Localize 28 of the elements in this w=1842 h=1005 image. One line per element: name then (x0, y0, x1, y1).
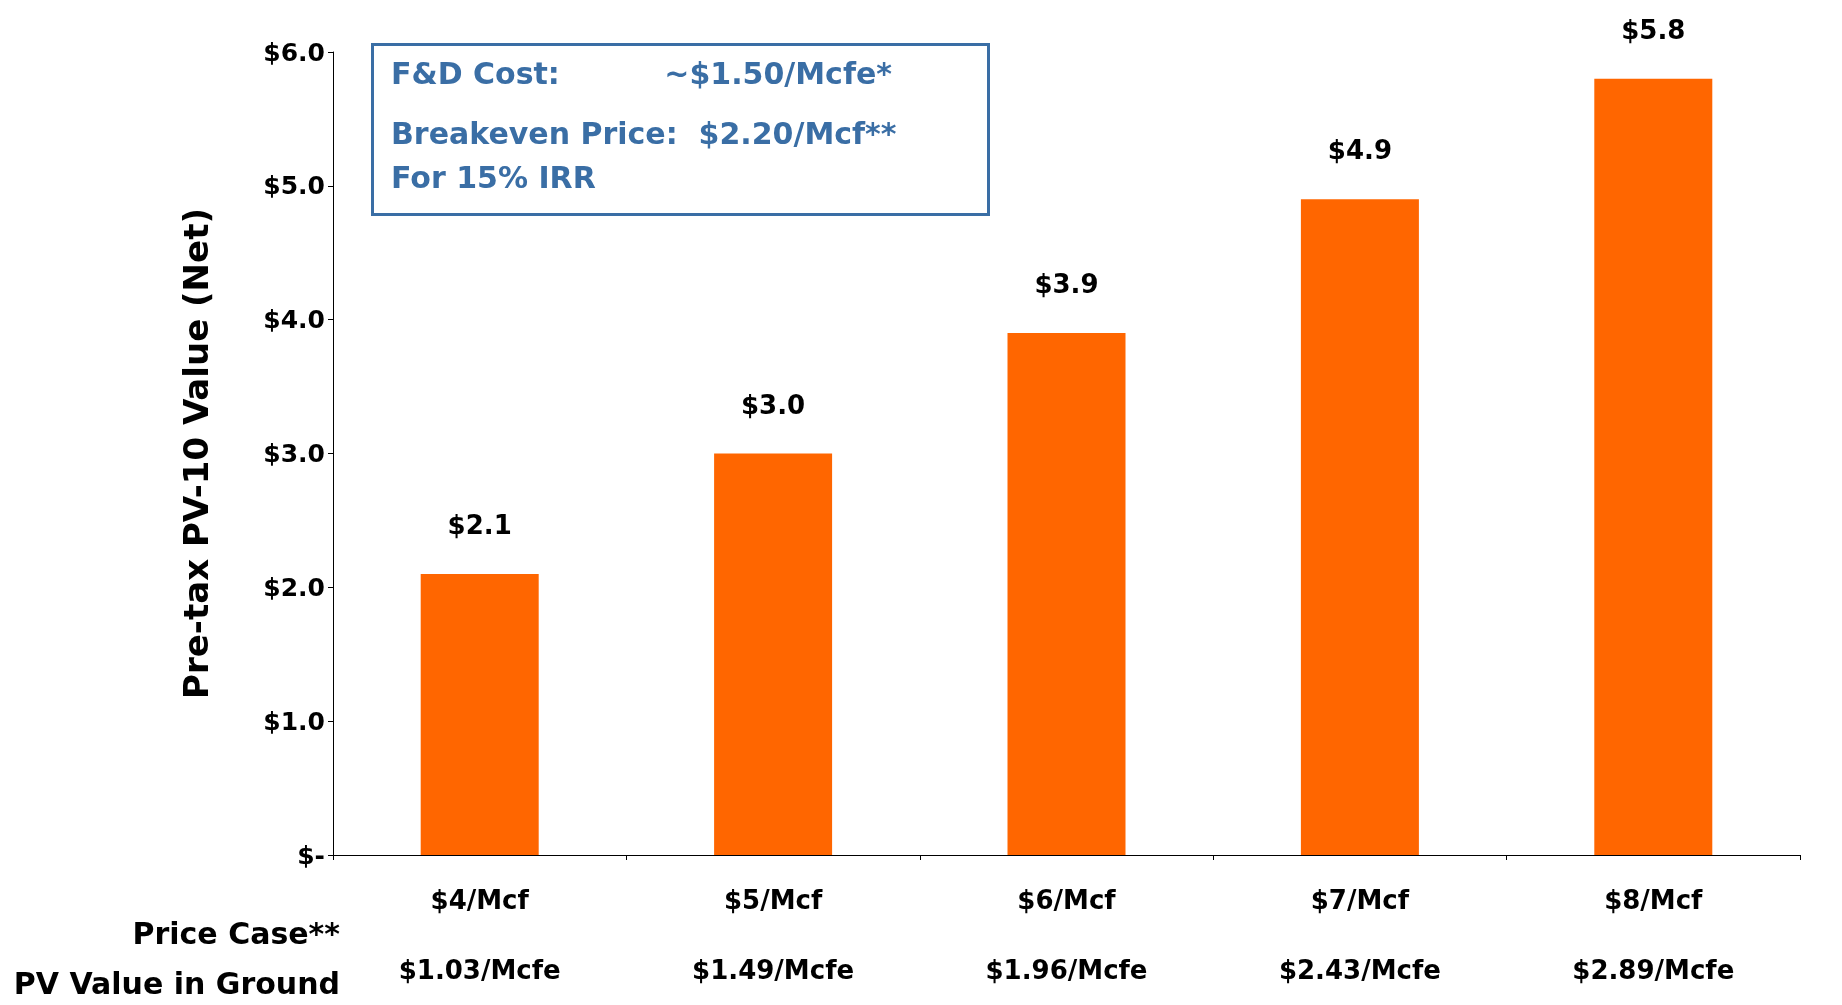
bar (420, 573, 539, 855)
data-label: $3.9 (1034, 269, 1099, 300)
data-label: $5.8 (1621, 14, 1686, 45)
y-tick-label: $3.0 (263, 439, 325, 468)
category-label: $7/Mcf $2.43/Mcfe (1278, 885, 1441, 985)
bar (1007, 333, 1126, 855)
y-tick-label: $6.0 (263, 37, 325, 67)
category-label: $5/Mcf $1.49/Mcfe (692, 885, 855, 985)
y-tick-label: $5.0 (263, 171, 325, 201)
annotation: For 15% IRR (391, 159, 596, 195)
category-label: $6/Mcf $1.96/Mcfe (985, 885, 1148, 985)
data-label: $3.0 (741, 389, 806, 420)
text: Price Case** (132, 915, 341, 951)
y-tick-label: $1.0 (263, 706, 325, 736)
y-tick-label: $- (297, 840, 325, 870)
annotation: Breakeven Price: $2.20/Mcf** (391, 115, 897, 151)
data-label: $4.9 (1327, 135, 1392, 166)
bar (714, 453, 833, 855)
bar (1300, 199, 1419, 855)
category-label: $8/Mcf $2.89/Mcfe (1572, 885, 1735, 985)
y-axis-title: Pre-tax PV-10 Value (Net) (176, 208, 216, 699)
bar (1594, 78, 1713, 855)
y-tick-label: $4.0 (263, 305, 325, 335)
annotation: F&D Cost: ~$1.50/Mcfe* (391, 55, 893, 91)
data-label: $2.1 (447, 509, 512, 540)
category-label: $4/Mcf $1.03/Mcfe (398, 885, 561, 985)
y-tick-label: $2.0 (263, 572, 325, 602)
text: PV Value in Ground (13, 965, 340, 1001)
